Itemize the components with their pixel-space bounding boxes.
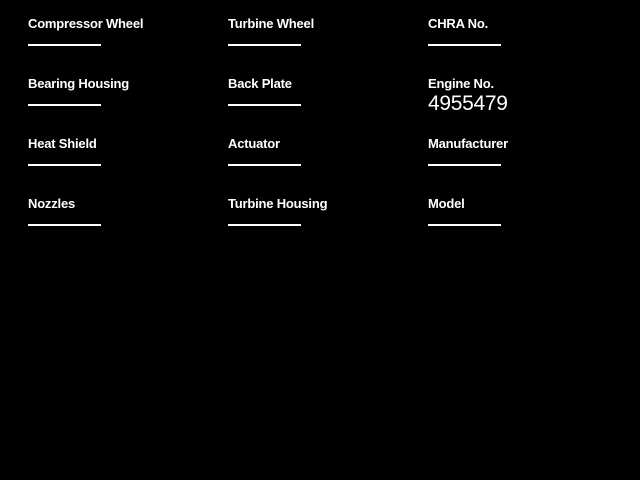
field-label: Heat Shield <box>28 136 97 151</box>
field-turbine-housing[interactable]: Turbine Housing <box>228 196 418 226</box>
field-back-plate[interactable]: Back Plate <box>228 76 418 106</box>
field-label: Compressor Wheel <box>28 16 144 31</box>
turbocharger-parts-form: Compressor Wheel Bearing Housing Heat Sh… <box>28 16 618 226</box>
field-label: Turbine Housing <box>228 196 328 211</box>
field-actuator[interactable]: Actuator <box>228 136 418 166</box>
field-label: Actuator <box>228 136 280 151</box>
field-underline <box>28 44 101 46</box>
field-underline <box>428 44 501 46</box>
field-value: 4955479 <box>428 92 508 115</box>
field-underline <box>228 44 301 46</box>
field-label: Model <box>428 196 465 211</box>
field-label: Turbine Wheel <box>228 16 314 31</box>
field-underline <box>228 164 301 166</box>
field-underline <box>428 164 501 166</box>
field-underline <box>28 164 101 166</box>
field-underline <box>228 104 301 106</box>
field-label: Back Plate <box>228 76 292 91</box>
field-underline <box>28 104 101 106</box>
field-chra-no[interactable]: CHRA No. <box>428 16 618 46</box>
field-nozzles[interactable]: Nozzles <box>28 196 218 226</box>
field-turbine-wheel[interactable]: Turbine Wheel <box>228 16 418 46</box>
field-heat-shield[interactable]: Heat Shield <box>28 136 218 166</box>
field-manufacturer[interactable]: Manufacturer <box>428 136 618 166</box>
field-label: CHRA No. <box>428 16 489 31</box>
field-underline <box>428 224 501 226</box>
field-label: Nozzles <box>28 196 76 211</box>
field-engine-no[interactable]: Engine No. 4955479 <box>428 76 618 115</box>
field-model[interactable]: Model <box>428 196 618 226</box>
field-compressor-wheel[interactable]: Compressor Wheel <box>28 16 218 46</box>
field-underline <box>28 224 101 226</box>
field-label: Bearing Housing <box>28 76 130 91</box>
field-underline <box>228 224 301 226</box>
field-bearing-housing[interactable]: Bearing Housing <box>28 76 218 106</box>
field-label: Manufacturer <box>428 136 508 151</box>
field-label: Engine No. <box>428 76 494 91</box>
